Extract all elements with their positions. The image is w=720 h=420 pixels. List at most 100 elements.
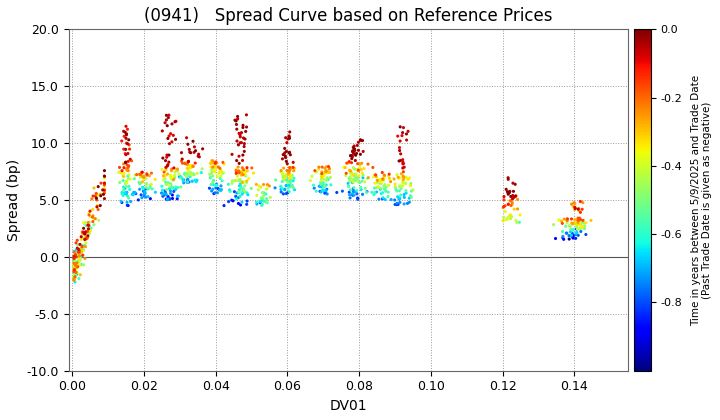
Point xyxy=(234,178,246,184)
Point xyxy=(121,131,132,138)
Point xyxy=(507,180,518,186)
Point xyxy=(69,266,81,273)
Point xyxy=(81,234,92,241)
Point xyxy=(122,158,134,165)
Point xyxy=(131,171,143,178)
Point xyxy=(233,168,244,174)
Point xyxy=(74,255,86,261)
Point xyxy=(165,181,176,187)
Point xyxy=(72,251,84,258)
Point xyxy=(76,228,88,235)
Point xyxy=(346,159,357,166)
Point xyxy=(215,165,226,172)
Point xyxy=(343,189,355,196)
Point xyxy=(123,136,135,143)
Point xyxy=(128,189,140,196)
Point xyxy=(238,166,249,173)
Point xyxy=(237,157,248,164)
Point xyxy=(318,179,329,186)
Point xyxy=(123,183,135,190)
Point xyxy=(253,186,264,193)
Point xyxy=(575,228,587,235)
Point xyxy=(393,175,405,182)
Point xyxy=(211,182,222,189)
Point xyxy=(123,142,135,148)
Point xyxy=(120,189,131,196)
Point xyxy=(315,183,327,190)
Point xyxy=(209,167,220,173)
Point xyxy=(320,168,332,174)
Point xyxy=(237,164,248,171)
Point xyxy=(317,186,328,193)
Point xyxy=(76,249,87,256)
Point xyxy=(348,166,360,173)
Point xyxy=(376,190,387,197)
Point xyxy=(181,165,193,172)
Point xyxy=(117,189,128,196)
Point xyxy=(207,158,219,164)
Point xyxy=(557,233,569,240)
Point xyxy=(160,172,171,179)
Point xyxy=(236,189,248,195)
Point xyxy=(78,219,89,226)
Point xyxy=(373,196,384,202)
Point xyxy=(115,169,127,176)
Point xyxy=(84,230,95,237)
Point xyxy=(176,175,187,181)
Point xyxy=(572,206,584,213)
Point xyxy=(285,175,297,181)
Point xyxy=(347,171,359,178)
Point xyxy=(121,167,132,173)
Point xyxy=(211,160,222,166)
Point xyxy=(89,215,101,222)
Point xyxy=(226,180,238,187)
Point xyxy=(251,181,262,188)
Point xyxy=(352,175,364,182)
Point xyxy=(352,160,364,167)
Point xyxy=(275,186,287,193)
Point xyxy=(73,255,85,262)
Point xyxy=(377,176,388,183)
Point xyxy=(320,177,332,184)
Point xyxy=(136,173,148,180)
Point xyxy=(97,186,109,193)
Point xyxy=(506,200,518,206)
Point xyxy=(240,179,252,186)
Point xyxy=(71,269,82,276)
Point xyxy=(93,217,104,223)
Point xyxy=(206,170,217,176)
Point xyxy=(99,173,110,180)
Point xyxy=(89,215,100,222)
Point xyxy=(354,179,366,186)
Point xyxy=(99,189,110,196)
Point xyxy=(215,173,227,179)
Point xyxy=(179,171,191,177)
Point xyxy=(548,221,559,228)
Point xyxy=(390,184,401,190)
Point xyxy=(161,196,172,202)
Point xyxy=(563,232,575,239)
Point xyxy=(319,182,330,189)
Point xyxy=(122,173,134,179)
Point xyxy=(570,230,582,236)
Point xyxy=(120,123,132,130)
Point xyxy=(239,171,251,178)
Point xyxy=(240,111,252,118)
Point xyxy=(113,169,125,176)
Point xyxy=(346,155,358,162)
Point xyxy=(395,150,406,157)
Point xyxy=(397,176,409,183)
Point xyxy=(500,208,511,215)
Point xyxy=(233,160,245,167)
Point xyxy=(68,273,80,279)
Point xyxy=(400,190,412,197)
Point xyxy=(388,176,400,182)
Point xyxy=(397,124,409,131)
Point xyxy=(145,195,156,202)
Point xyxy=(400,187,412,194)
Point xyxy=(99,180,110,186)
Point xyxy=(378,183,390,189)
Point xyxy=(68,259,80,266)
Point xyxy=(282,179,294,186)
Point xyxy=(138,173,150,180)
